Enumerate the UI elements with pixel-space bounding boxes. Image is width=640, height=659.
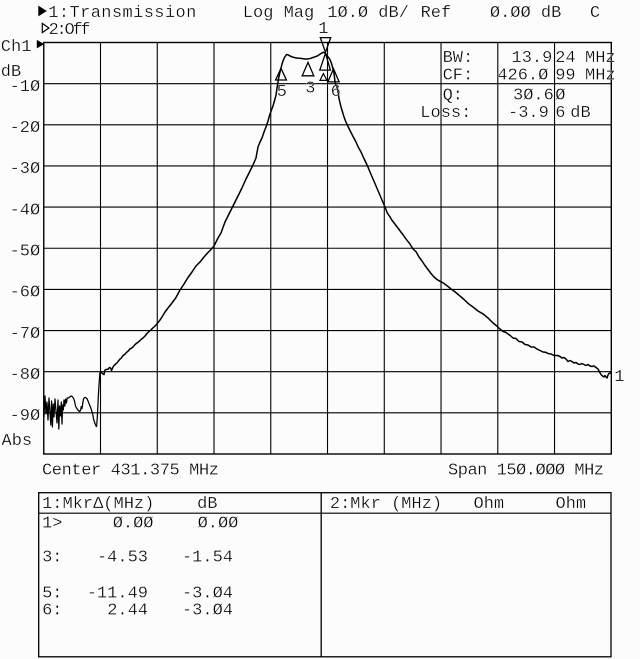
svg-text:-3.9: -3.9 xyxy=(508,104,549,123)
svg-text:3Ø.6: 3Ø.6 xyxy=(513,86,554,105)
svg-text:Ohm: Ohm xyxy=(474,495,505,514)
svg-text:C: C xyxy=(590,4,600,23)
svg-text:-2Ø: -2Ø xyxy=(10,119,41,138)
svg-text:MHz: MHz xyxy=(585,66,616,85)
svg-text:-5Ø: -5Ø xyxy=(10,242,41,261)
svg-text:-9Ø: -9Ø xyxy=(10,407,41,426)
svg-text:1:Transmission: 1:Transmission xyxy=(48,4,196,23)
svg-text:3: 3 xyxy=(305,80,315,99)
svg-text:2:Off: 2:Off xyxy=(49,21,91,40)
svg-text:Ch1: Ch1 xyxy=(1,38,32,57)
svg-text:-8Ø: -8Ø xyxy=(10,366,41,385)
svg-text:-1.54: -1.54 xyxy=(182,549,233,568)
svg-text:6: 6 xyxy=(555,104,565,123)
svg-text:-4.53: -4.53 xyxy=(97,549,148,568)
svg-text:-4Ø: -4Ø xyxy=(10,201,41,220)
svg-text:Ref: Ref xyxy=(421,4,452,23)
svg-text:Ø.ØØ: Ø.ØØ xyxy=(113,515,154,534)
svg-text:-3.Ø4: -3.Ø4 xyxy=(182,585,233,604)
svg-text:BW:: BW: xyxy=(443,49,474,68)
svg-text:2.44: 2.44 xyxy=(107,602,148,621)
svg-text:-7Ø: -7Ø xyxy=(10,325,41,344)
svg-text:Ohm: Ohm xyxy=(556,495,587,514)
svg-text:-11.49: -11.49 xyxy=(87,585,148,604)
svg-text:2:Mkr (MHz): 2:Mkr (MHz) xyxy=(330,495,442,514)
svg-text:5: 5 xyxy=(277,83,287,102)
svg-text:Log Mag: Log Mag xyxy=(243,4,314,23)
svg-text:5:: 5: xyxy=(42,585,62,604)
svg-text:Ø.ØØ: Ø.ØØ xyxy=(198,515,239,534)
svg-text:Span 15Ø.ØØØ MHz: Span 15Ø.ØØØ MHz xyxy=(448,461,604,480)
svg-text:Ø.ØØ dB: Ø.ØØ dB xyxy=(490,4,561,23)
svg-text:-3Ø: -3Ø xyxy=(10,160,41,179)
svg-text:-3.Ø4: -3.Ø4 xyxy=(182,602,233,621)
svg-text:1:MkrΔ(MHz): 1:MkrΔ(MHz) xyxy=(42,495,154,514)
svg-text:CF:: CF: xyxy=(443,66,474,85)
svg-text:dB: dB xyxy=(197,495,217,514)
svg-text:Ø: Ø xyxy=(555,86,565,105)
svg-text:Loss:: Loss: xyxy=(420,104,471,123)
svg-text:426.Ø: 426.Ø xyxy=(497,66,548,85)
svg-text:6:: 6: xyxy=(42,602,62,621)
svg-text:dB: dB xyxy=(1,63,21,82)
svg-text:1: 1 xyxy=(614,368,624,387)
svg-text:6: 6 xyxy=(331,83,341,102)
svg-text:24: 24 xyxy=(555,49,575,68)
svg-text:99: 99 xyxy=(555,66,575,85)
svg-text:Center 431.375 MHz: Center 431.375 MHz xyxy=(42,461,219,480)
svg-text:1: 1 xyxy=(318,20,328,39)
svg-text:1>: 1> xyxy=(42,515,62,534)
svg-text:-1Ø: -1Ø xyxy=(10,78,41,97)
svg-text:13.9: 13.9 xyxy=(512,49,553,68)
svg-text:MHz: MHz xyxy=(585,49,616,68)
svg-text:Q:: Q: xyxy=(443,86,463,105)
svg-text:3:: 3: xyxy=(42,549,62,568)
svg-text:dB: dB xyxy=(570,104,590,123)
svg-text:Abs: Abs xyxy=(2,432,33,451)
svg-text:-6Ø: -6Ø xyxy=(10,284,41,303)
svg-text:1Ø.Ø dB/: 1Ø.Ø dB/ xyxy=(327,4,409,23)
